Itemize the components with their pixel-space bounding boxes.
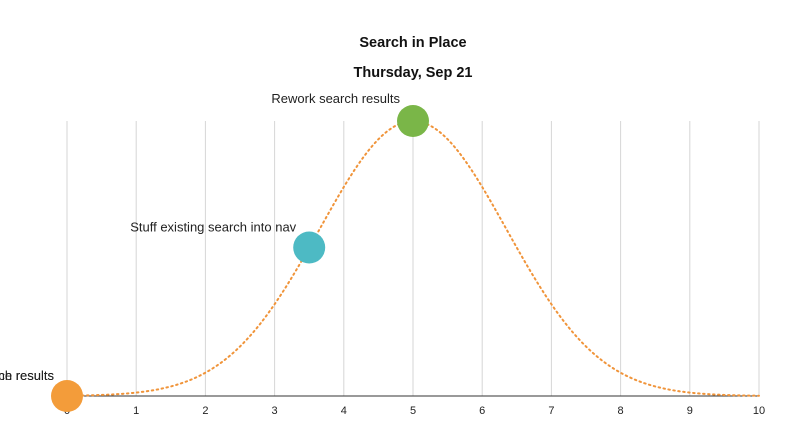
x-tick-label: 9 <box>687 405 693 417</box>
x-axis: 012345678910 <box>64 395 765 417</box>
x-tick-label: 5 <box>410 405 416 417</box>
x-tick-label: 3 <box>272 405 278 417</box>
x-tick-label: 8 <box>618 405 624 417</box>
chart-title: Search in Place <box>359 35 466 51</box>
point-label: Rework search results <box>271 91 400 106</box>
x-tick-label: 4 <box>341 405 347 417</box>
point-label-overlap: Refine results <box>0 368 54 383</box>
point-label: Improve search results <box>0 368 54 383</box>
x-tick-label: 2 <box>202 405 208 417</box>
x-tick-label: 6 <box>479 405 485 417</box>
x-tick-label: 7 <box>548 405 554 417</box>
x-tick-label: 10 <box>753 405 765 417</box>
hill-point[interactable] <box>397 105 429 137</box>
x-tick-label: 1 <box>133 405 139 417</box>
hill-point[interactable] <box>51 380 83 412</box>
chart-subtitle: Thursday, Sep 21 <box>354 65 473 81</box>
grid-layer <box>66 121 760 396</box>
hill-point[interactable] <box>293 231 326 264</box>
point-label: Stuff existing search into nav <box>130 220 296 235</box>
points-layer: Improve search resultsRefine results Stuf… <box>0 91 429 412</box>
